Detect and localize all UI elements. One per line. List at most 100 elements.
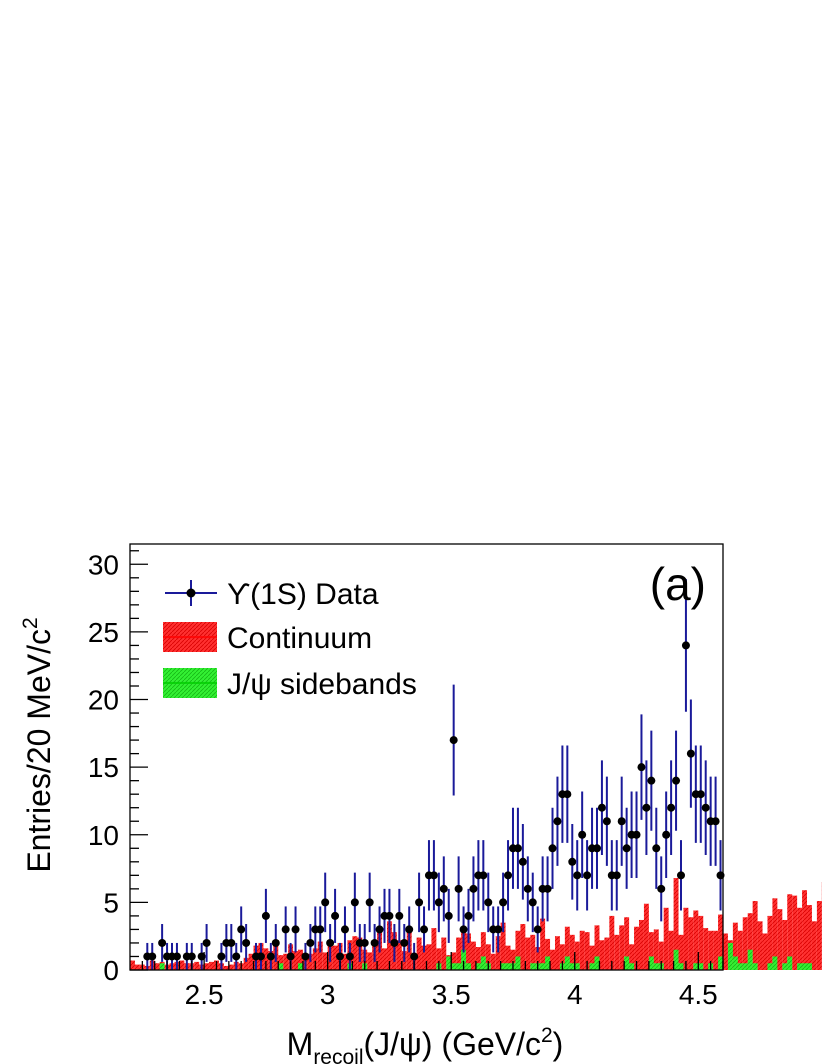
sideband-bar [802, 963, 808, 970]
data-point [172, 952, 181, 961]
continuum-bar [470, 941, 476, 970]
data-point [533, 925, 542, 934]
data-point [400, 938, 409, 947]
continuum-bar [678, 934, 684, 970]
data-point [336, 952, 345, 961]
legend-item-continuum: Continuum [163, 622, 372, 655]
legend-label-data: ϒ(1S) Data [227, 578, 379, 611]
continuum-bar [490, 953, 496, 970]
data-point [711, 817, 720, 826]
data-point [464, 911, 473, 920]
continuum-bar [298, 949, 303, 970]
y-tick-label: 20 [88, 685, 119, 716]
sideband-bar [678, 963, 684, 970]
sideband-bar [698, 963, 704, 970]
sideband-bar [451, 963, 457, 970]
data-point [187, 952, 196, 961]
continuum-bar [609, 915, 615, 970]
data-point [612, 871, 621, 880]
data-point [266, 952, 275, 961]
continuum-bar [802, 890, 808, 970]
continuum-bar [456, 937, 462, 970]
sideband-bar [807, 963, 812, 970]
legend-item-sidebands: J/ψ sidebands [163, 668, 417, 701]
data-point [642, 803, 651, 812]
continuum-bar [629, 944, 635, 970]
continuum-bar [782, 919, 788, 970]
data-point [553, 817, 562, 826]
continuum-bar [480, 932, 486, 970]
continuum-bar [688, 917, 694, 970]
continuum-bar [559, 944, 565, 970]
continuum-bar [797, 907, 803, 970]
y-axis: 0 5 10 15 20 25 30 [88, 549, 148, 986]
continuum-bar [787, 894, 793, 970]
data-point [242, 938, 251, 947]
data-point [370, 938, 379, 947]
data-point [513, 844, 522, 853]
data-point [301, 952, 310, 961]
continuum-bar [624, 917, 630, 970]
data-point [256, 952, 265, 961]
continuum-bar [747, 913, 753, 970]
legend: ϒ(1S) Data Continuum J/ψ sidebands [163, 578, 417, 701]
legend-item-data: ϒ(1S) Data [165, 578, 379, 611]
data-point [504, 871, 513, 880]
sideband-bar [767, 963, 773, 970]
continuum-bar [584, 932, 590, 970]
data-point [410, 952, 419, 961]
sideband-bar [718, 956, 723, 970]
data-point [321, 898, 330, 907]
continuum-bar [263, 948, 269, 970]
continuum-bar [777, 909, 783, 970]
sideband-bar [500, 963, 506, 970]
data-point [385, 911, 394, 920]
x-axis: 2.5 3 3.5 4 4.5 [141, 952, 724, 1010]
continuum-histogram [130, 878, 822, 970]
data-point [439, 884, 448, 893]
plot-frame [129, 543, 724, 971]
continuum-bar [574, 941, 580, 970]
continuum-bar [599, 940, 605, 970]
data-point [676, 871, 685, 880]
continuum-bar [421, 945, 427, 970]
continuum-bar [278, 955, 284, 970]
x-tick-label: 4 [567, 979, 583, 1010]
continuum-bar [737, 930, 743, 970]
data-point [499, 898, 508, 907]
continuum-bar [638, 919, 644, 970]
continuum-bar [500, 922, 506, 970]
data-point [637, 763, 646, 772]
data-point [271, 938, 280, 947]
x-tick-label: 4.5 [679, 979, 718, 1010]
data-point [202, 938, 211, 947]
continuum-bar [495, 936, 501, 970]
legend-label-sidebands: J/ψ sidebands [227, 668, 417, 701]
continuum-bar [352, 936, 358, 970]
y-tick-label: 15 [88, 752, 119, 783]
data-point [701, 803, 710, 812]
sideband-bar [545, 956, 551, 970]
sideband-bar [298, 963, 303, 970]
continuum-bar [342, 953, 348, 970]
data-point [232, 952, 241, 961]
data-point [217, 952, 226, 961]
data-point [592, 844, 601, 853]
continuum-bar [604, 937, 610, 970]
continuum-bar [283, 953, 289, 970]
continuum-bar [535, 947, 541, 970]
data-point [331, 911, 340, 920]
continuum-bar [209, 961, 215, 970]
sideband-bar [480, 956, 486, 970]
continuum-bar [154, 963, 160, 970]
data-point [602, 817, 611, 826]
sideband-bar [540, 963, 546, 970]
continuum-bar [515, 930, 521, 970]
sideband-bar [693, 963, 699, 970]
continuum-bar [772, 898, 778, 970]
continuum-bar [554, 936, 560, 970]
continuum-bar [426, 944, 432, 970]
continuum-bar [663, 907, 669, 970]
continuum-bar [510, 949, 516, 970]
continuum-bar [382, 948, 387, 970]
